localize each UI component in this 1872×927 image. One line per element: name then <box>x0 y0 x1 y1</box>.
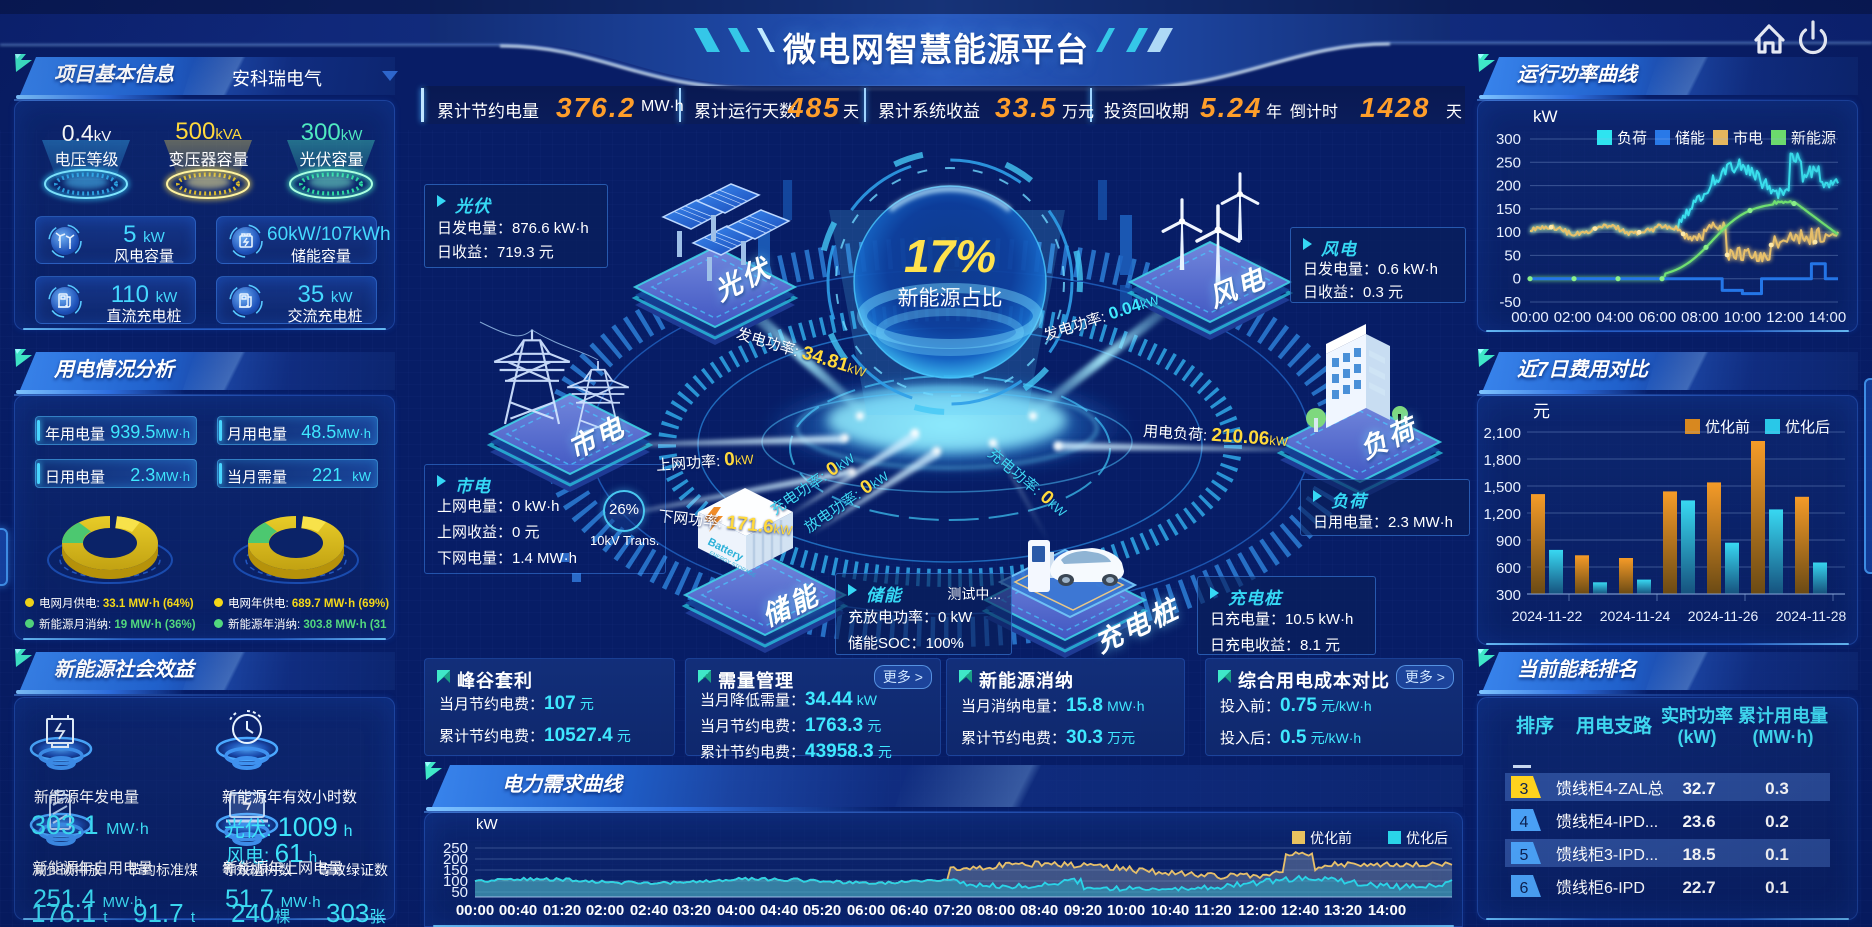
svg-text:12:00: 12:00 <box>1238 902 1276 919</box>
svg-text:累计用电量: 累计用电量 <box>1738 705 1828 726</box>
svg-text:32.7: 32.7 <box>1682 779 1715 798</box>
svg-text:0.2: 0.2 <box>1765 812 1789 831</box>
svg-text:市电: 市电 <box>1733 130 1763 147</box>
svg-text:馈线柜6-IPD: 馈线柜6-IPD <box>1556 879 1645 897</box>
svg-text:100: 100 <box>443 873 468 890</box>
svg-text:-50: -50 <box>1499 294 1521 311</box>
svg-text:900: 900 <box>1496 533 1521 550</box>
svg-text:04:00: 04:00 <box>717 902 755 919</box>
svg-text:07:20: 07:20 <box>934 902 972 919</box>
svg-text:(kW): (kW) <box>1678 727 1717 747</box>
svg-text:优化后: 优化后 <box>1406 830 1448 846</box>
svg-text:08:00: 08:00 <box>1681 309 1719 326</box>
svg-text:14:00: 14:00 <box>1368 902 1406 919</box>
svg-text:负荷: 负荷 <box>1617 130 1647 147</box>
svg-text:08:40: 08:40 <box>1020 902 1058 919</box>
svg-text:1,200: 1,200 <box>1483 506 1521 523</box>
svg-text:18.5: 18.5 <box>1682 845 1715 864</box>
svg-text:2024-11-26: 2024-11-26 <box>1688 608 1759 624</box>
svg-text:馈线柜4-ZAL总: 馈线柜4-ZAL总 <box>1556 780 1664 798</box>
svg-text:实时功率: 实时功率 <box>1661 705 1733 726</box>
svg-text:150: 150 <box>443 862 468 879</box>
svg-text:00:00: 00:00 <box>1511 309 1549 326</box>
svg-text:14:00: 14:00 <box>1809 309 1847 326</box>
svg-text:200: 200 <box>443 851 468 868</box>
svg-text:2024-11-28: 2024-11-28 <box>1776 608 1847 624</box>
svg-text:2024-11-22: 2024-11-22 <box>1512 608 1583 624</box>
svg-text:04:40: 04:40 <box>760 902 798 919</box>
svg-text:2,100: 2,100 <box>1483 425 1521 442</box>
svg-text:用电支路: 用电支路 <box>1576 714 1653 737</box>
svg-text:0.1: 0.1 <box>1765 845 1789 864</box>
svg-text:2024-11-24: 2024-11-24 <box>1600 608 1671 624</box>
svg-text:06:00: 06:00 <box>847 902 885 919</box>
svg-text:10:00: 10:00 <box>1724 309 1762 326</box>
svg-text:23.6: 23.6 <box>1682 812 1715 831</box>
svg-text:06:40: 06:40 <box>890 902 928 919</box>
svg-text:50: 50 <box>1504 247 1521 264</box>
svg-text:50: 50 <box>451 884 468 901</box>
svg-text:0: 0 <box>1513 271 1521 288</box>
svg-text:02:00: 02:00 <box>586 902 624 919</box>
svg-text:13:20: 13:20 <box>1324 902 1362 919</box>
svg-text:05:20: 05:20 <box>803 902 841 919</box>
svg-text:10:40: 10:40 <box>1151 902 1189 919</box>
svg-text:(MW·h): (MW·h) <box>1753 727 1814 747</box>
svg-text:00:00: 00:00 <box>456 902 494 919</box>
svg-text:6: 6 <box>1520 880 1529 897</box>
svg-text:12:40: 12:40 <box>1281 902 1319 919</box>
svg-text:新能源占比: 新能源占比 <box>898 287 1003 310</box>
svg-text:17%: 17% <box>904 230 996 282</box>
svg-text:5: 5 <box>1520 847 1529 864</box>
svg-text:08:00: 08:00 <box>977 902 1015 919</box>
svg-text:1,500: 1,500 <box>1483 479 1521 496</box>
svg-text:02:00: 02:00 <box>1554 309 1592 326</box>
svg-text:元: 元 <box>1533 402 1550 421</box>
svg-text:06:00: 06:00 <box>1639 309 1677 326</box>
svg-text:01:20: 01:20 <box>543 902 581 919</box>
svg-text:优化前: 优化前 <box>1310 830 1352 846</box>
svg-text:12:00: 12:00 <box>1766 309 1804 326</box>
svg-text:02:40: 02:40 <box>630 902 668 919</box>
svg-text:03:20: 03:20 <box>673 902 711 919</box>
svg-text:00:40: 00:40 <box>499 902 537 919</box>
svg-text:100: 100 <box>1496 224 1521 241</box>
svg-text:kW: kW <box>1533 107 1558 126</box>
svg-text:馈线柜3-IPD...: 馈线柜3-IPD... <box>1556 846 1658 864</box>
svg-text:300: 300 <box>1496 587 1521 604</box>
svg-text:3: 3 <box>1520 781 1529 798</box>
svg-text:22.7: 22.7 <box>1682 878 1715 897</box>
svg-text:kW: kW <box>476 816 499 833</box>
svg-text:0.1: 0.1 <box>1765 878 1789 897</box>
svg-text:优化前: 优化前 <box>1705 419 1750 436</box>
svg-text:150: 150 <box>1496 201 1521 218</box>
svg-text:200: 200 <box>1496 178 1521 195</box>
svg-text:11:20: 11:20 <box>1194 902 1232 919</box>
svg-text:09:20: 09:20 <box>1064 902 1102 919</box>
svg-text:4: 4 <box>1520 814 1529 831</box>
svg-text:新能源: 新能源 <box>1791 130 1836 147</box>
svg-text:排序: 排序 <box>1516 714 1554 737</box>
svg-text:10:00: 10:00 <box>1107 902 1145 919</box>
svg-text:0.3: 0.3 <box>1765 779 1789 798</box>
svg-text:250: 250 <box>443 840 468 857</box>
svg-text:300: 300 <box>1496 131 1521 148</box>
svg-text:1,800: 1,800 <box>1483 452 1521 469</box>
svg-text:600: 600 <box>1496 560 1521 577</box>
svg-text:优化后: 优化后 <box>1785 419 1830 436</box>
svg-text:馈线柜4-IPD...: 馈线柜4-IPD... <box>1556 813 1658 831</box>
svg-text:04:00: 04:00 <box>1596 309 1634 326</box>
svg-text:250: 250 <box>1496 154 1521 171</box>
svg-text:储能: 储能 <box>1675 130 1705 147</box>
